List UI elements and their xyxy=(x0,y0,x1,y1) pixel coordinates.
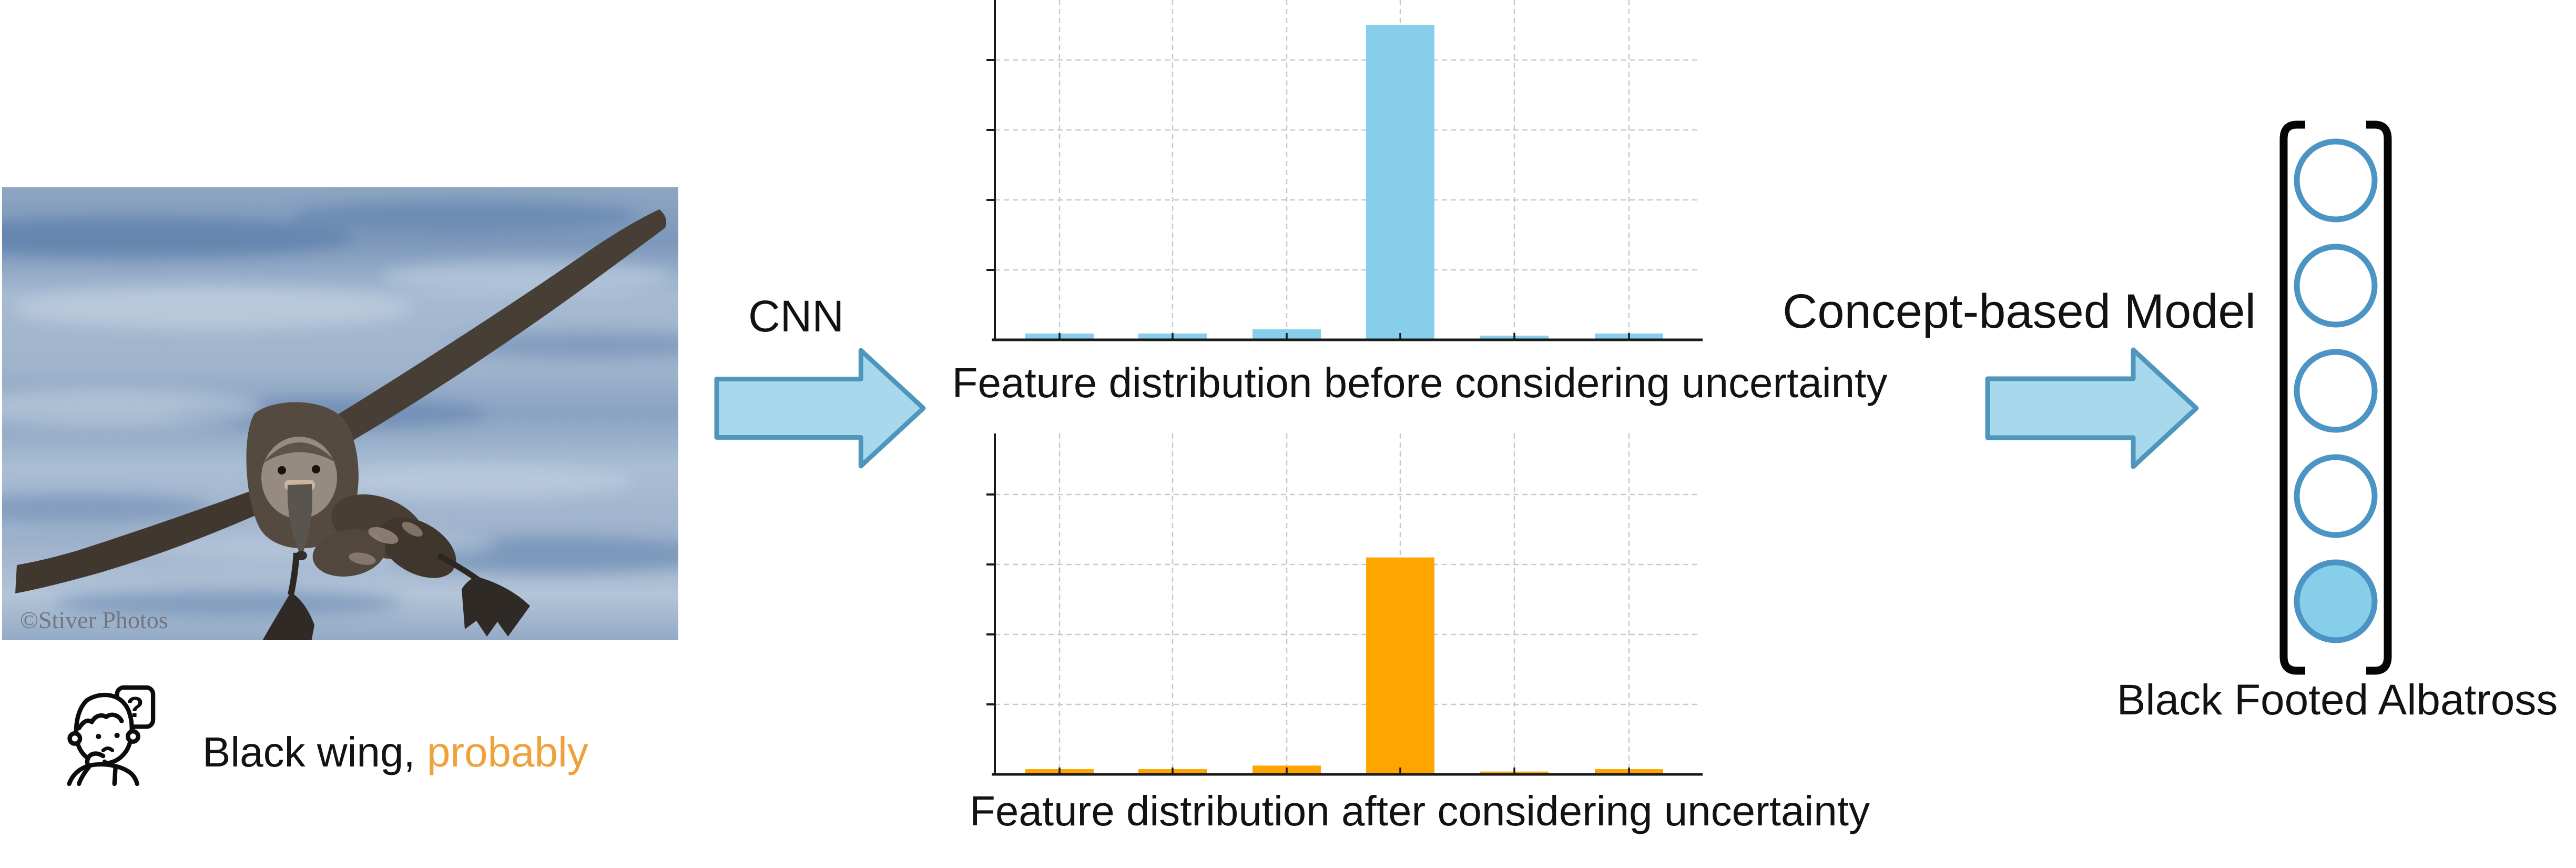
cnn-arrow-icon xyxy=(714,348,926,469)
thought-text-orange: probably xyxy=(426,729,588,775)
concept-model-label: Concept-based Model xyxy=(1782,285,2256,338)
person-eye-right xyxy=(114,732,120,739)
feature-bar xyxy=(1366,25,1434,340)
feature-distribution-chart-before xyxy=(986,0,1703,341)
chart-caption-after: Feature distribution after considering u… xyxy=(969,788,1870,834)
thought-text: Black wing, probably xyxy=(202,729,588,775)
left-bracket-icon xyxy=(2279,120,2305,675)
concept-node xyxy=(2294,454,2378,538)
thought-text-black: Black wing, xyxy=(202,729,415,775)
person-head xyxy=(74,692,134,766)
person-hair xyxy=(76,712,124,731)
output-class-label: Black Footed Albatross xyxy=(2116,676,2558,724)
person-eye-left xyxy=(96,733,101,740)
question-mark: ? xyxy=(126,691,144,723)
person-arm xyxy=(76,765,91,786)
feature-distribution-chart-after xyxy=(986,433,1703,776)
albatross-bird xyxy=(15,209,667,640)
person-ear-right xyxy=(125,729,140,744)
concept-node xyxy=(2294,349,2378,433)
albatross-photo: ©Stiver Photos xyxy=(2,187,678,640)
chart-caption-before: Feature distribution before considering … xyxy=(952,359,1888,406)
concept-node xyxy=(2294,244,2378,328)
person-mouth xyxy=(101,746,115,752)
photo-watermark: ©Stiver Photos xyxy=(20,607,168,633)
person-ear-left xyxy=(67,731,83,746)
person-collar xyxy=(112,765,118,786)
thinking-person-icon: ? xyxy=(67,685,156,786)
concept-vector xyxy=(2279,120,2392,675)
concept-node xyxy=(2294,138,2378,223)
right-bracket-icon xyxy=(2366,120,2392,675)
concept-model-arrow-icon xyxy=(1985,347,2199,469)
concept-node-active xyxy=(2294,559,2378,643)
feature-bar xyxy=(1366,557,1434,774)
cnn-label: CNN xyxy=(748,291,844,341)
